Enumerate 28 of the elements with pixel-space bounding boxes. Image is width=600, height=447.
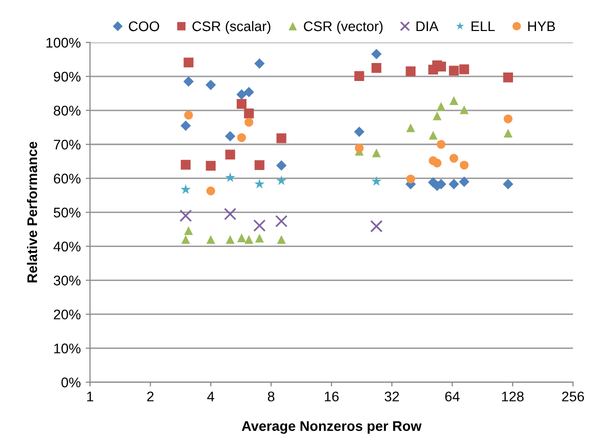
x-tick-label: 16 xyxy=(324,392,339,402)
y-tick-label: 20% xyxy=(54,310,80,320)
x-tick-label: 128 xyxy=(502,392,524,402)
y-tick-label: 50% xyxy=(54,208,80,218)
y-tick-label: 40% xyxy=(53,242,80,252)
x-tick-label: 8 xyxy=(268,392,274,402)
x-tick-label: 1 xyxy=(87,392,94,402)
legend-label: CSR (scalar) xyxy=(192,20,270,34)
x-axis-title: Average Nonzeros per Row xyxy=(242,421,422,434)
y-tick-label: 60% xyxy=(54,174,80,184)
legend-label: ELL xyxy=(472,22,495,32)
x-tick-label: 256 xyxy=(562,392,584,402)
y-tick-label: 90% xyxy=(54,72,80,82)
x-tick-label: 64 xyxy=(445,392,460,402)
y-tick-label: 0% xyxy=(61,378,80,388)
y-tick-label: 70% xyxy=(54,140,80,150)
y-tick-label: 100% xyxy=(46,38,80,48)
legend-label: COO xyxy=(128,21,160,32)
legend-label: CSR (vector) xyxy=(304,20,383,34)
legend-label: DIA xyxy=(416,22,438,32)
legend-label: HYB xyxy=(528,22,555,32)
y-tick-label: 30% xyxy=(54,276,80,286)
y-tick-label: 80% xyxy=(54,106,80,116)
x-tick-label: 2 xyxy=(147,392,154,402)
x-tick-label: 32 xyxy=(384,392,399,402)
y-axis-title: Relative Performance xyxy=(26,142,38,282)
x-tick-label: 4 xyxy=(207,392,214,402)
y-tick-label: 10% xyxy=(54,344,80,354)
